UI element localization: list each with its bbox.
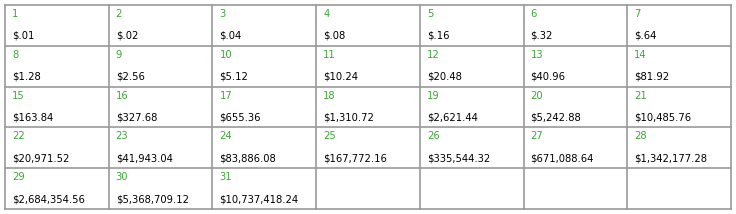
Text: 21: 21 (634, 91, 647, 101)
Text: 26: 26 (427, 131, 439, 141)
Text: $.32: $.32 (531, 31, 553, 41)
Text: $10,485.76: $10,485.76 (634, 112, 691, 122)
Text: 16: 16 (116, 91, 129, 101)
Text: $.04: $.04 (219, 31, 241, 41)
Text: $335,544.32: $335,544.32 (427, 153, 490, 163)
Text: 31: 31 (219, 172, 232, 182)
Text: $.01: $.01 (12, 31, 35, 41)
Text: 7: 7 (634, 9, 640, 19)
Text: 6: 6 (531, 9, 537, 19)
Text: 17: 17 (219, 91, 232, 101)
Text: $20,971.52: $20,971.52 (12, 153, 69, 163)
Text: 30: 30 (116, 172, 128, 182)
Text: $163.84: $163.84 (12, 112, 53, 122)
Text: 3: 3 (219, 9, 226, 19)
Text: $5.12: $5.12 (219, 72, 248, 82)
Text: $1,310.72: $1,310.72 (323, 112, 374, 122)
Text: $.08: $.08 (323, 31, 345, 41)
Text: 14: 14 (634, 50, 647, 60)
Text: $167,772.16: $167,772.16 (323, 153, 387, 163)
Text: $671,088.64: $671,088.64 (531, 153, 594, 163)
Text: 8: 8 (12, 50, 18, 60)
Text: $83,886.08: $83,886.08 (219, 153, 276, 163)
Text: 13: 13 (531, 50, 543, 60)
Text: 18: 18 (323, 91, 336, 101)
Text: $2.56: $2.56 (116, 72, 144, 82)
Text: $2,621.44: $2,621.44 (427, 112, 478, 122)
Text: 15: 15 (12, 91, 25, 101)
Text: $2,684,354.56: $2,684,354.56 (12, 194, 85, 204)
Text: 12: 12 (427, 50, 439, 60)
Text: 24: 24 (219, 131, 232, 141)
Text: $1,342,177.28: $1,342,177.28 (634, 153, 707, 163)
Text: $81.92: $81.92 (634, 72, 670, 82)
Text: 19: 19 (427, 91, 439, 101)
Text: 22: 22 (12, 131, 25, 141)
Text: 25: 25 (323, 131, 336, 141)
Text: $.64: $.64 (634, 31, 657, 41)
Text: 20: 20 (531, 91, 543, 101)
Text: $5,242.88: $5,242.88 (531, 112, 581, 122)
Text: 28: 28 (634, 131, 647, 141)
Text: $.16: $.16 (427, 31, 450, 41)
Text: $1.28: $1.28 (12, 72, 40, 82)
Text: 11: 11 (323, 50, 336, 60)
Text: $20.48: $20.48 (427, 72, 461, 82)
Text: 4: 4 (323, 9, 330, 19)
Text: 2: 2 (116, 9, 122, 19)
Text: $10,737,418.24: $10,737,418.24 (219, 194, 299, 204)
Text: 23: 23 (116, 131, 128, 141)
Text: $41,943.04: $41,943.04 (116, 153, 172, 163)
Text: 10: 10 (219, 50, 232, 60)
Text: $.02: $.02 (116, 31, 138, 41)
Text: $10.24: $10.24 (323, 72, 358, 82)
Text: 1: 1 (12, 9, 18, 19)
Text: 27: 27 (531, 131, 543, 141)
Text: $5,368,709.12: $5,368,709.12 (116, 194, 188, 204)
Text: 5: 5 (427, 9, 434, 19)
Text: 9: 9 (116, 50, 122, 60)
Text: $40.96: $40.96 (531, 72, 565, 82)
Text: 29: 29 (12, 172, 25, 182)
Text: $327.68: $327.68 (116, 112, 157, 122)
Text: $655.36: $655.36 (219, 112, 261, 122)
